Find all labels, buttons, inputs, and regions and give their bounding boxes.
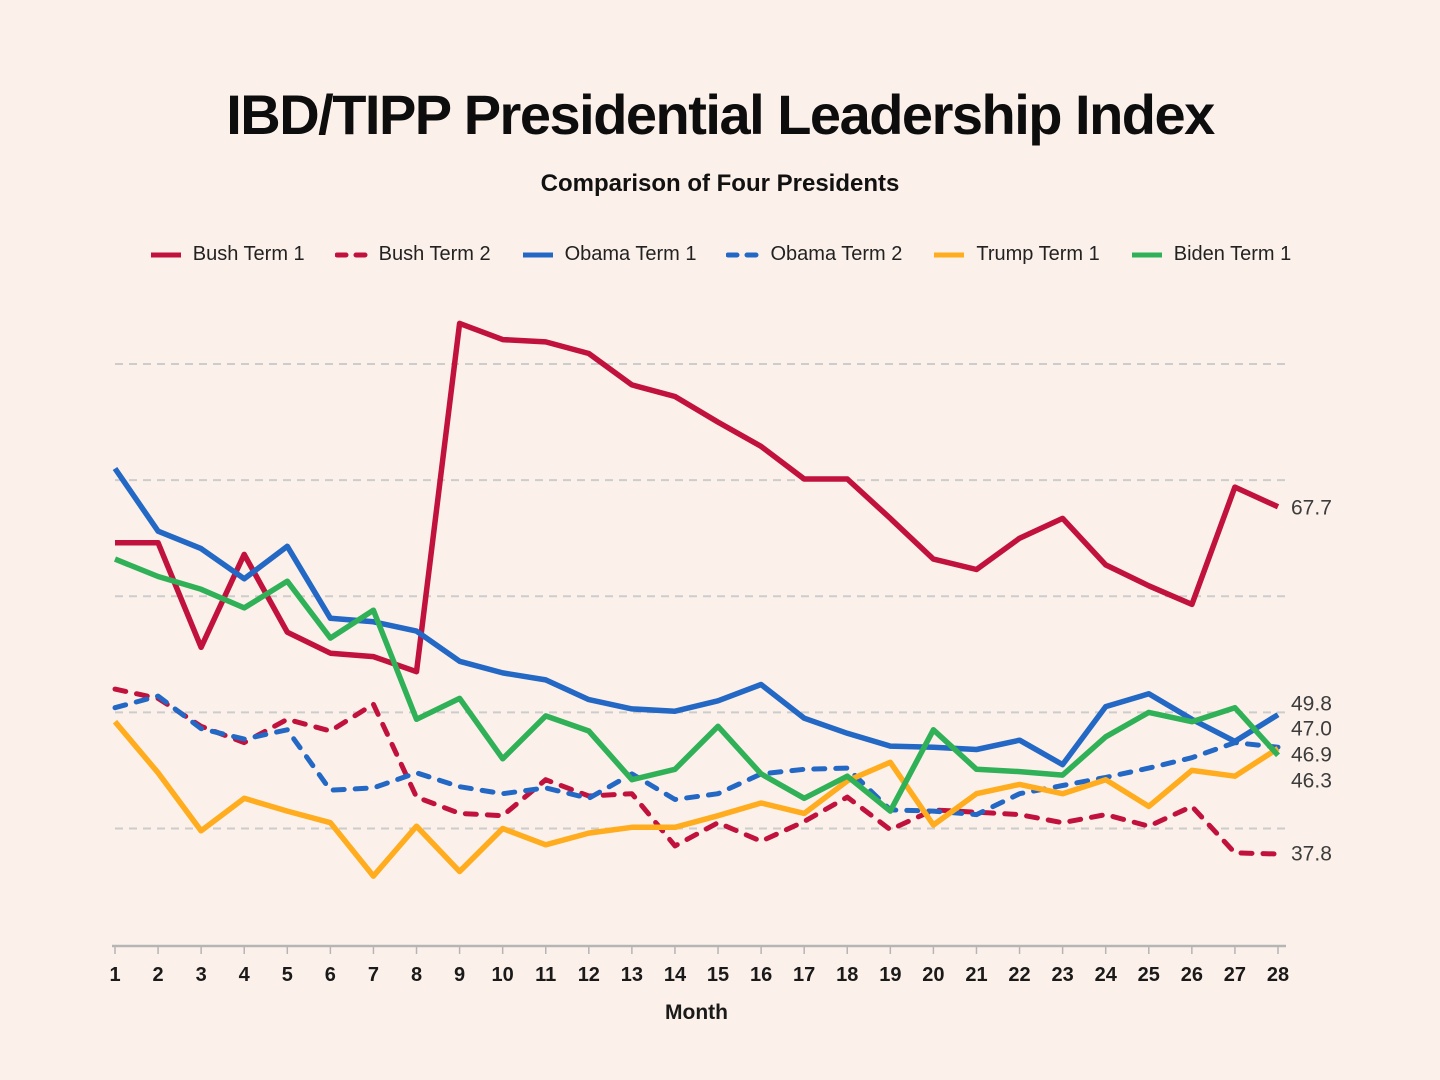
series-line-bush-term-1: [115, 320, 1280, 675]
x-tick-label-8: 8: [411, 964, 422, 986]
x-tick-label-3: 3: [196, 964, 207, 986]
x-tick-label-20: 20: [922, 964, 944, 986]
x-tick-label-10: 10: [492, 964, 514, 986]
legend-label: Obama Term 1: [564, 243, 697, 265]
x-tick-label-5: 5: [282, 964, 293, 986]
x-tick-label-24: 24: [1095, 964, 1118, 986]
end-label-biden-term-1: 46.3: [1291, 770, 1332, 793]
legend-swatch-solid-line-icon: [522, 252, 553, 257]
legend-label: Bush Term 2: [378, 243, 491, 265]
legend-item-obama-term-2: Obama Term 2: [726, 243, 902, 266]
end-label-obama-term-2: 47.0: [1291, 718, 1332, 741]
series-line-biden-term-1: [113, 556, 1281, 814]
legend-item-bush-term-2: Bush Term 2: [334, 243, 491, 266]
series-line-obama-term-1: [112, 466, 1280, 768]
x-tick-label-6: 6: [325, 964, 336, 986]
legend-label: Bush Term 1: [192, 243, 305, 265]
end-label-bush-term-1: 67.7: [1291, 497, 1332, 520]
x-tick-label-9: 9: [454, 964, 465, 986]
series-line-bush-term-2: [112, 686, 1281, 857]
x-tick-label-19: 19: [879, 964, 901, 986]
x-tick-label-12: 12: [578, 964, 600, 986]
x-tick-label-1: 1: [109, 964, 120, 986]
x-tick-label-23: 23: [1052, 964, 1074, 986]
x-tick-label-15: 15: [707, 964, 729, 986]
end-label-bush-term-2: 37.8: [1291, 843, 1332, 866]
x-tick-label-14: 14: [664, 964, 687, 986]
legend-item-obama-term-1: Obama Term 1: [521, 243, 697, 266]
legend-item-trump-term-1: Trump Term 1: [932, 243, 1100, 266]
legend-swatch-dashed-line-icon: [726, 252, 761, 257]
x-tick-label-28: 28: [1267, 964, 1289, 986]
legend-swatch-solid-line-icon: [934, 252, 965, 257]
legend: Bush Term 1 Bush Term 2 Obama Term 1 Obama …: [0, 243, 1440, 266]
x-tick-label-11: 11: [535, 964, 556, 986]
x-tick-label-7: 7: [368, 964, 379, 986]
x-tick-label-26: 26: [1181, 964, 1203, 986]
series-line-obama-term-2: [112, 693, 1281, 818]
legend-swatch-solid-line-icon: [150, 252, 181, 257]
legend-item-biden-term-1: Biden Term 1: [1130, 243, 1291, 266]
chart-subtitle: Comparison of Four Presidents: [540, 170, 900, 197]
legend-label: Trump Term 1: [976, 243, 1100, 265]
x-tick-label-13: 13: [621, 964, 643, 986]
x-tick-label-25: 25: [1138, 964, 1160, 986]
series-line-trump-term-1: [112, 719, 1280, 879]
legend-label: Obama Term 2: [770, 243, 903, 265]
legend-item-bush-term-1: Bush Term 1: [149, 243, 305, 266]
x-tick-label-21: 21: [965, 964, 987, 986]
x-tick-label-16: 16: [750, 964, 772, 986]
legend-label: Biden Term 1: [1173, 243, 1292, 265]
x-axis-title: Month: [665, 1001, 728, 1024]
x-tick-label-18: 18: [836, 964, 858, 986]
x-tick-label-27: 27: [1224, 964, 1246, 986]
legend-swatch-solid-line-icon: [1131, 252, 1162, 257]
chart-title: IBD/TIPP Presidential Leadership Index: [226, 83, 1215, 146]
end-label-trump-term-1: 46.9: [1291, 744, 1332, 767]
x-tick-label-22: 22: [1008, 964, 1030, 986]
x-tick-label-2: 2: [153, 964, 164, 986]
end-label-obama-term-1: 49.8: [1291, 693, 1332, 716]
legend-swatch-dashed-line-icon: [334, 252, 369, 257]
x-tick-label-4: 4: [239, 964, 251, 986]
x-tick-label-17: 17: [793, 964, 815, 986]
